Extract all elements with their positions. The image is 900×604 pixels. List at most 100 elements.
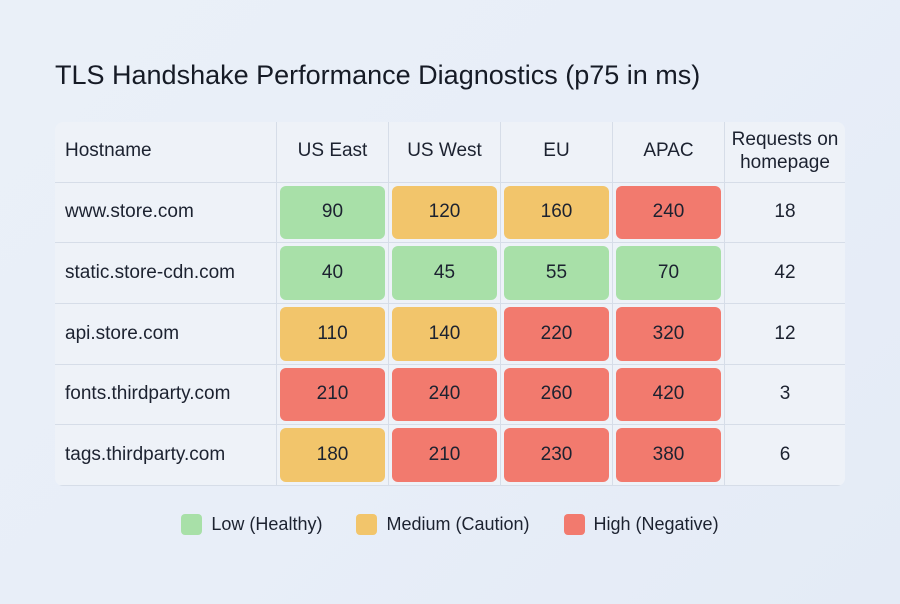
value-cell: 230 <box>501 425 613 486</box>
value-cell: 55 <box>501 243 613 304</box>
value-cell: 320 <box>613 303 725 365</box>
value-cell: 90 <box>277 182 389 244</box>
status-chip <box>392 367 497 422</box>
header-cell: US East <box>277 122 389 183</box>
host-cell: static.store-cdn.com <box>55 243 277 304</box>
status-chip <box>616 428 721 482</box>
legend-item: Low (Healthy) <box>181 514 322 535</box>
value: 320 <box>652 322 685 344</box>
legend-label: High (Negative) <box>593 514 719 534</box>
legend: Low (Healthy) Medium (Caution) High (Negat… <box>0 514 900 535</box>
requests: 18 <box>774 201 796 223</box>
value: 220 <box>540 322 573 344</box>
hostname: www.store.com <box>65 201 194 223</box>
value: 55 <box>545 262 568 284</box>
hostname: fonts.thirdparty.com <box>65 383 231 405</box>
host-cell: tags.thirdparty.com <box>55 425 277 486</box>
value: 45 <box>433 262 456 284</box>
value-cell: 210 <box>389 425 501 486</box>
value-cell: 110 <box>277 303 389 365</box>
title: TLS Handshake Performance Diagnostics (p… <box>55 60 701 90</box>
status-chip <box>392 246 497 300</box>
legend-label: Medium (Caution) <box>386 514 530 534</box>
header-text: Requests on homepage <box>731 129 839 173</box>
requests: 42 <box>774 262 796 284</box>
host-cell: www.store.com <box>55 182 277 244</box>
host-cell: api.store.com <box>55 303 277 365</box>
status-chip <box>280 306 385 361</box>
value: 380 <box>652 444 685 466</box>
status-chip <box>504 306 609 361</box>
value: 260 <box>540 383 573 405</box>
value-cell: 260 <box>501 364 613 426</box>
value: 420 <box>652 383 685 405</box>
hostname: static.store-cdn.com <box>65 262 235 284</box>
value-cell: 210 <box>277 364 389 426</box>
requests: 6 <box>779 444 791 466</box>
table: Hostname US East US West EU APAC Requests on … <box>55 122 845 486</box>
legend-label: Low (Healthy) <box>211 514 323 534</box>
requests-cell: 42 <box>725 243 845 304</box>
value-cell: 420 <box>613 364 725 426</box>
hostname: tags.thirdparty.com <box>65 444 226 466</box>
value-cell: 180 <box>277 425 389 486</box>
header-text: Hostname <box>65 140 152 162</box>
requests-cell: 18 <box>725 183 845 244</box>
status-chip <box>504 367 609 422</box>
value: 240 <box>428 383 461 405</box>
status-chip <box>504 246 609 300</box>
requests-cell: 6 <box>725 425 845 486</box>
requests-cell: 3 <box>725 365 845 426</box>
header-cell: Requests on homepage <box>725 122 845 183</box>
value: 160 <box>540 201 573 223</box>
value: 110 <box>317 322 348 344</box>
legend-swatch <box>563 514 585 535</box>
header-text: EU <box>543 140 570 162</box>
status-chip <box>280 367 385 422</box>
status-chip <box>280 246 385 300</box>
value: 210 <box>428 444 461 466</box>
status-chip <box>504 428 609 482</box>
status-chip <box>504 185 609 240</box>
value-cell: 45 <box>389 243 501 304</box>
host-cell: fonts.thirdparty.com <box>55 364 277 426</box>
header-text: APAC <box>643 140 694 162</box>
legend-item: High (Negative) <box>563 514 719 535</box>
legend-swatch <box>356 514 378 535</box>
status-chip <box>392 306 497 361</box>
value-cell: 40 <box>277 243 389 304</box>
status-chip <box>280 428 385 482</box>
value: 230 <box>540 444 573 466</box>
value-cell: 140 <box>389 303 501 365</box>
value: 70 <box>657 262 680 284</box>
requests: 3 <box>779 383 791 405</box>
value: 180 <box>316 444 349 466</box>
value: 140 <box>428 322 461 344</box>
hostname: api.store.com <box>65 322 180 344</box>
header-cell: US West <box>389 122 501 183</box>
legend-swatch <box>181 514 203 535</box>
header-cell: APAC <box>613 122 725 183</box>
header-text: US East <box>297 140 368 162</box>
value: 210 <box>316 383 349 405</box>
value-cell: 120 <box>389 182 501 244</box>
status-chip <box>616 306 721 361</box>
status-chip <box>616 246 721 300</box>
status-chip <box>392 428 497 482</box>
header-text: US West <box>407 140 482 162</box>
header-cell: Hostname <box>55 122 277 183</box>
value: 240 <box>652 201 685 223</box>
status-chip <box>280 185 385 240</box>
value: 120 <box>428 201 461 223</box>
header-cell: EU <box>501 122 613 183</box>
requests: 12 <box>774 322 796 344</box>
status-chip <box>616 185 721 240</box>
value-cell: 240 <box>389 364 501 426</box>
status-chip <box>616 367 721 422</box>
value: 90 <box>321 201 344 223</box>
legend-item: Medium (Caution) <box>356 514 530 535</box>
value-cell: 220 <box>501 303 613 365</box>
value-cell: 380 <box>613 425 725 486</box>
value-cell: 70 <box>613 243 725 304</box>
